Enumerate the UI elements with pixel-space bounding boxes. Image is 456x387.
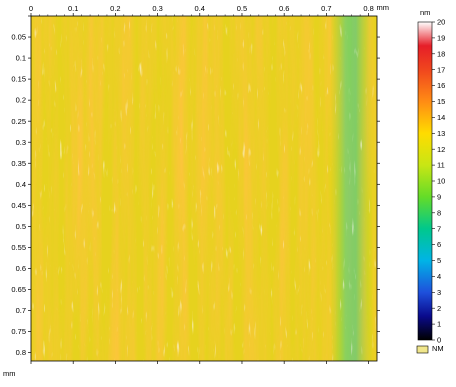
y-tick-label: 0.55 xyxy=(11,243,26,252)
colorbar-tick-label: 9 xyxy=(437,193,441,202)
x-unit-label: mm xyxy=(376,3,390,12)
y-tick-label: 0.8 xyxy=(16,348,26,357)
y-tick-label: 0.5 xyxy=(16,222,26,231)
plot-frame xyxy=(30,15,378,362)
no-measure-label: NM xyxy=(432,344,444,353)
x-tick-label: 0.4 xyxy=(195,4,205,13)
y-tick-label: 0.25 xyxy=(11,117,26,126)
y-unit-label: mm xyxy=(3,369,16,378)
y-tick-label: 0.6 xyxy=(16,264,26,273)
colorbar-tick-label: 19 xyxy=(437,34,445,43)
surface-speckle xyxy=(31,16,377,361)
y-tick-label: 0.35 xyxy=(11,159,26,168)
x-tick-label: 0.2 xyxy=(110,4,120,13)
colorbar-tick-label: 7 xyxy=(437,224,441,233)
y-tick-label: 0.05 xyxy=(11,33,26,42)
colorbar-tick-label: 17 xyxy=(437,65,445,74)
colorbar-tick-label: 3 xyxy=(437,288,441,297)
colorbar-tick-label: 8 xyxy=(437,208,441,217)
colorbar-tick-label: 18 xyxy=(437,49,445,58)
y-tick-label: 0.4 xyxy=(16,180,26,189)
x-axis: 0 0.1 0.2 0.3 0.4 0.5 0.6 0.7 0.8 xyxy=(29,4,374,364)
no-measure-swatch xyxy=(416,345,429,354)
y-tick-label: 0.65 xyxy=(11,285,26,294)
colorbar-tick-label: 14 xyxy=(437,113,445,122)
x-tick-label: 0.7 xyxy=(321,4,331,13)
colorbar-tick-label: 0 xyxy=(437,336,441,345)
y-tick-label: 0.3 xyxy=(16,138,26,147)
colorbar-tick-label: 11 xyxy=(437,161,445,170)
y-tick-label: 0.75 xyxy=(11,327,26,336)
x-tick-label: 0.6 xyxy=(279,4,289,13)
x-tick-label: 0.8 xyxy=(363,4,373,13)
colorbar-tick-label: 13 xyxy=(437,129,445,138)
x-tick-label: 0.1 xyxy=(68,4,78,13)
surface-plot xyxy=(30,15,378,362)
y-tick-label: 0.45 xyxy=(11,201,26,210)
colorbar-tick-label: 15 xyxy=(437,97,445,106)
colorbar-tick-label: 4 xyxy=(437,272,441,281)
colorbar-scale xyxy=(417,21,433,341)
colorbar-unit-label: nm xyxy=(420,8,431,17)
colorbar-tick-label: 5 xyxy=(437,256,441,265)
y-tick-label: 0.2 xyxy=(16,96,26,105)
colorbar-tick-label: 10 xyxy=(437,177,445,186)
colorbar-tick-label: 1 xyxy=(437,320,441,329)
colorbar-tick-label: 20 xyxy=(437,18,445,27)
x-tick-label: 0.5 xyxy=(237,4,247,13)
colorbar-tick-label: 2 xyxy=(437,304,441,313)
colorbar-tick-label: 16 xyxy=(437,81,445,90)
y-tick-label: 0.1 xyxy=(16,54,26,63)
x-tick-label: 0.3 xyxy=(152,4,162,13)
colorbar-tick-label: 6 xyxy=(437,240,441,249)
y-tick-label: 0.15 xyxy=(11,75,26,84)
y-axis: 0.05 0.1 0.15 0.2 0.25 0.3 0.35 0.4 0.45 0.5 0.55 0… xyxy=(11,15,380,357)
x-tick-label: 0 xyxy=(29,4,33,13)
colorbar-tick-label: 12 xyxy=(437,145,445,154)
y-tick-label: 0.7 xyxy=(16,306,26,315)
